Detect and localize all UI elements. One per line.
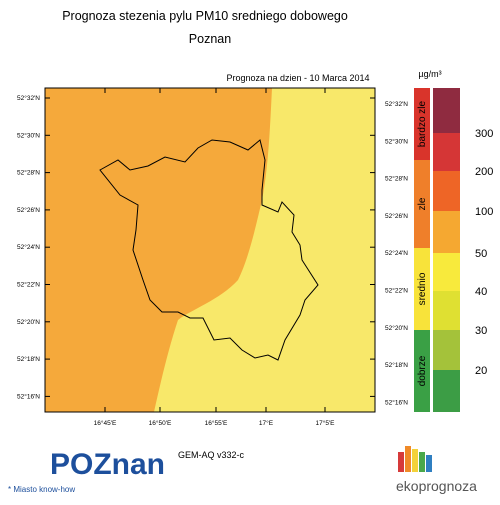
lat-label-right: 52°20'N	[385, 324, 408, 332]
level-swatch	[433, 330, 460, 370]
lat-label-right: 52°32'N	[385, 100, 408, 108]
logo-poznan: POZnan	[50, 448, 165, 481]
level-label: 20	[475, 365, 487, 377]
lat-label: 52°22'N	[17, 281, 40, 289]
level-swatch	[433, 88, 460, 133]
level-label: 100	[475, 206, 493, 218]
title: Prognoza stezenia pylu PM10 sredniego do…	[62, 9, 348, 23]
logo-tagline: * Miasto know-how	[8, 485, 75, 494]
lat-label-right: 52°18'N	[385, 361, 408, 369]
level-label: 40	[475, 286, 487, 298]
lon-label: 16°55'E	[205, 419, 228, 427]
category-label: srednio	[417, 272, 428, 305]
lat-label: 52°16'N	[17, 392, 40, 400]
subtitle: Poznan	[189, 32, 231, 46]
category-label: dobrze	[417, 355, 428, 386]
lat-label: 52°28'N	[17, 169, 40, 177]
level-swatch	[433, 211, 460, 253]
lat-label-right: 52°28'N	[385, 175, 408, 183]
map	[44, 87, 376, 413]
level-swatch	[433, 291, 460, 330]
lat-label-right: 52°22'N	[385, 287, 408, 295]
level-label: 50	[475, 248, 487, 260]
city-boundary	[99, 139, 319, 361]
lat-label-right: 52°24'N	[385, 249, 408, 257]
lon-label: 16°45'E	[94, 419, 117, 427]
forecast-label: Prognoza na dzien - 10 Marca 2014	[226, 73, 369, 83]
logo-ekoprognoza: ekoprognoza	[396, 478, 477, 494]
category-swatch	[414, 330, 430, 412]
lat-label: 52°32'N	[17, 94, 40, 102]
level-swatch	[433, 253, 460, 291]
category-swatch	[414, 248, 430, 330]
level-swatch	[433, 171, 460, 211]
lat-label: 52°26'N	[17, 206, 40, 214]
lat-label-right: 52°16'N	[385, 398, 408, 406]
lat-label: 52°24'N	[17, 243, 40, 251]
lon-label: 16°50'E	[149, 419, 172, 427]
category-swatch	[414, 88, 430, 160]
lon-label: 17°5'E	[315, 419, 335, 427]
category-label: bardzo zle	[417, 100, 428, 147]
category-label: zle	[417, 197, 428, 210]
level-label: 300	[475, 128, 493, 140]
map-frame	[44, 87, 376, 413]
legend-unit: µg/m³	[418, 69, 441, 79]
lat-label: 52°18'N	[17, 355, 40, 363]
level-label: 30	[475, 325, 487, 337]
level-swatch	[433, 370, 460, 412]
category-swatch	[414, 160, 430, 248]
lat-label-right: 52°26'N	[385, 212, 408, 220]
legend	[414, 88, 460, 412]
level-swatch	[433, 133, 460, 171]
lat-label-right: 52°30'N	[385, 137, 408, 145]
eko-logo-icon	[398, 446, 432, 472]
lat-label: 52°20'N	[17, 318, 40, 326]
level-label: 200	[475, 166, 493, 178]
lon-label: 17°E	[259, 419, 274, 427]
model-label: GEM-AQ v332-c	[178, 450, 245, 460]
lat-label: 52°30'N	[17, 131, 40, 139]
